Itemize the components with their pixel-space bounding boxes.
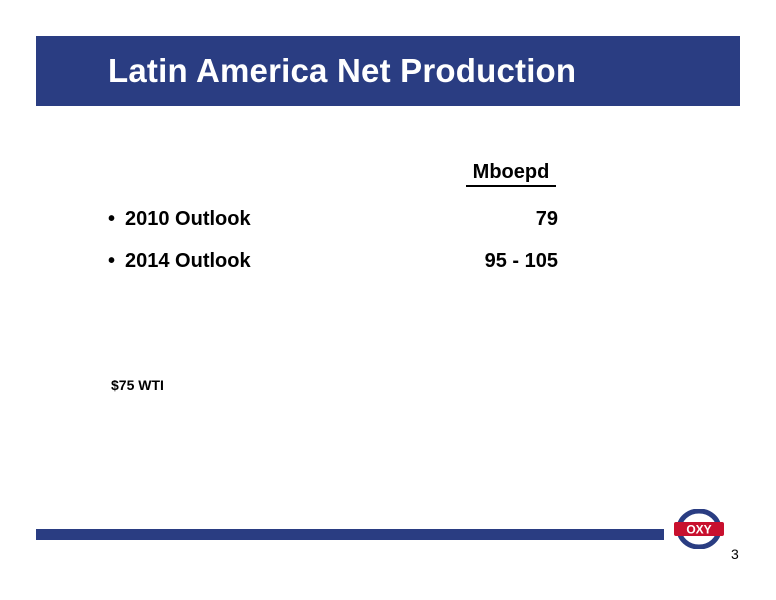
price-assumption-note: $75 WTI	[111, 377, 164, 393]
row-value: 79	[535, 208, 558, 230]
footer-bar	[36, 529, 664, 540]
row-label: 2010 Outlook	[125, 208, 251, 230]
logo-text: OXY	[686, 523, 711, 537]
bullet-row-2010: • 2010 Outlook 79	[108, 206, 558, 232]
oxy-logo-icon: OXY	[674, 509, 724, 549]
row-label: 2014 Outlook	[125, 250, 251, 272]
slide-title: Latin America Net Production	[108, 52, 577, 89]
page-number: 3	[731, 546, 739, 562]
row-value: 95 - 105	[484, 250, 558, 272]
bullet-icon: •	[108, 208, 116, 230]
column-header: Mboepd	[466, 160, 556, 187]
bullet-row-2014: • 2014 Outlook 95 - 105	[108, 248, 558, 274]
title-band	[36, 36, 740, 106]
logo-badge	[674, 522, 724, 536]
bullet-icon: •	[108, 250, 116, 272]
